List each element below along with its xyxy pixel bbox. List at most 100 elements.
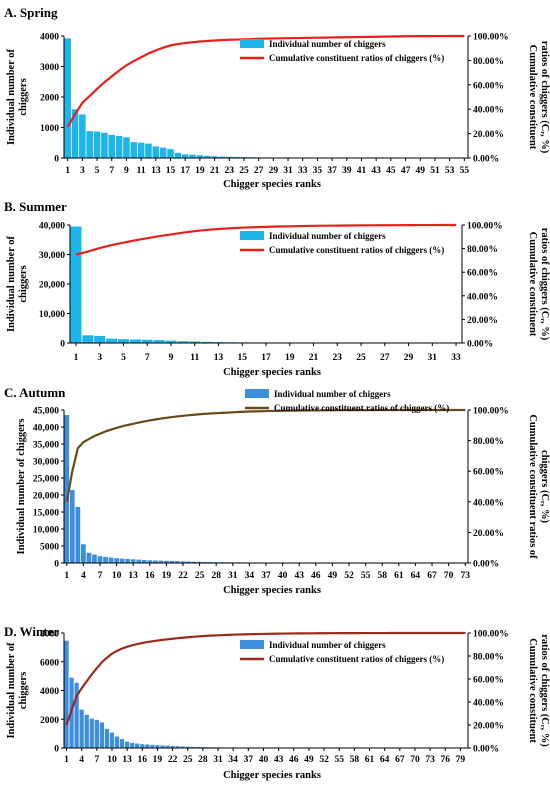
y2-tick-label: 80.00% [473,57,504,67]
x-tick-label: 17 [180,166,190,176]
x-tick-label: 15 [166,166,176,176]
bar [92,555,97,564]
x-tick-label: 61 [365,755,375,765]
x-tick-label: 51 [430,166,440,176]
x-tick-label: 67 [427,571,437,581]
y2-axis-title: ratios of chiggers (Cᵣ, %) [539,228,550,341]
y2-tick-label: 20.00% [467,316,498,326]
x-tick-label: 73 [460,571,470,581]
x-tick-label: 23 [225,166,235,176]
bar [135,744,139,748]
x-tick-label: 55 [460,166,470,176]
y2-tick-label: 40.00% [467,292,498,302]
x-tick-label: 13 [151,166,161,176]
bar [85,715,89,748]
y2-tick-label: 20.00% [473,529,504,539]
legend-label-line: Cumulative constituent ratios of chigger… [269,654,444,664]
bar [125,742,129,748]
x-tick-label: 64 [380,755,390,765]
bar [101,133,108,158]
y2-tick-label: 20.00% [473,130,504,140]
bar [90,719,94,748]
x-tick-label: 45 [386,166,396,176]
x-tick-label: 27 [380,353,390,363]
bar [175,153,182,158]
y-tick-label: 10,000 [33,526,59,536]
y-tick-label: 10,000 [39,310,65,320]
x-tick-label: 53 [445,166,455,176]
cumulative-line [67,633,466,725]
bar [80,710,84,748]
x-tick-label: 49 [328,571,338,581]
x-tick-label: 70 [444,571,454,581]
bar [100,722,104,748]
x-tick-label: 9 [169,353,174,363]
y2-axis-title: ratios of chiggers (Cᵣ, %) [539,41,550,154]
y-tick-label: 1000 [40,124,59,134]
panel-title: C. Autumn [4,385,66,400]
y2-tick-label: 40.00% [473,498,504,508]
x-tick-label: 11 [190,353,199,363]
legend: Individual number of chiggers Cumulative … [240,640,444,664]
bar [86,131,93,158]
bar [131,142,138,158]
bar [110,733,114,748]
x-tick-label: 22 [168,755,178,765]
x-tick-label: 19 [195,166,205,176]
x-tick-label: 61 [394,571,404,581]
x-tick-label: 1 [64,755,69,765]
y2-axis-title: chiggers (Cᵣ, %) [539,450,550,523]
x-tick-label: 46 [311,571,321,581]
x-tick-label: 35 [313,166,323,176]
x-tick-label: 55 [361,571,371,581]
legend-label-bar: Individual number of chiggers [269,640,386,650]
x-tick-label: 43 [371,166,381,176]
bar [136,560,141,563]
bar [82,335,93,343]
x-tick-label: 28 [198,755,208,765]
legend-swatch-bar [240,231,264,240]
x-tick-label: 37 [327,166,337,176]
x-tick-label: 52 [344,571,354,581]
x-tick-label: 40 [259,755,269,765]
bar [114,558,119,563]
x-tick-label: 37 [261,571,271,581]
y-tick-label: 40,000 [33,424,59,434]
y2-tick-label: 60.00% [473,676,504,686]
y-tick-label: 0 [54,560,59,570]
x-tick-label: 10 [107,755,117,765]
x-tick-label: 46 [289,755,299,765]
y-tick-label: 30,000 [39,251,65,261]
y-tick-label: 45,000 [33,407,59,417]
y-tick-label: 5000 [40,543,59,553]
x-tick-label: 19 [153,755,163,765]
bar [109,558,114,563]
y-axis-title: Individual number of [6,235,17,332]
bar [95,720,99,748]
y2-tick-label: 100.00% [467,222,503,232]
y2-axis-title: Cumulative constituent [527,638,538,743]
x-tick-label: 21 [309,353,319,363]
x-tick-label: 33 [451,353,461,363]
x-tick-label: 76 [441,755,451,765]
bar [145,744,149,748]
x-tick-label: 1 [65,166,70,176]
x-axis-title: Chigger species ranks [223,585,321,596]
bar [131,559,136,563]
bar [153,146,160,158]
legend-label-bar: Individual number of chiggers [274,389,391,399]
x-tick-label: 41 [357,166,367,176]
bar [98,556,103,563]
y-tick-label: 4000 [40,33,59,43]
x-tick-label: 31 [428,353,438,363]
x-tick-label: 25 [183,755,193,765]
x-tick-label: 13 [214,353,224,363]
x-tick-label: 43 [274,755,284,765]
x-tick-label: 7 [98,571,103,581]
x-tick-label: 58 [377,571,387,581]
y2-tick-label: 40.00% [473,699,504,709]
x-tick-label: 25 [239,166,249,176]
x-tick-label: 28 [211,571,221,581]
bar [105,729,109,748]
y-tick-label: 40,000 [39,222,65,232]
